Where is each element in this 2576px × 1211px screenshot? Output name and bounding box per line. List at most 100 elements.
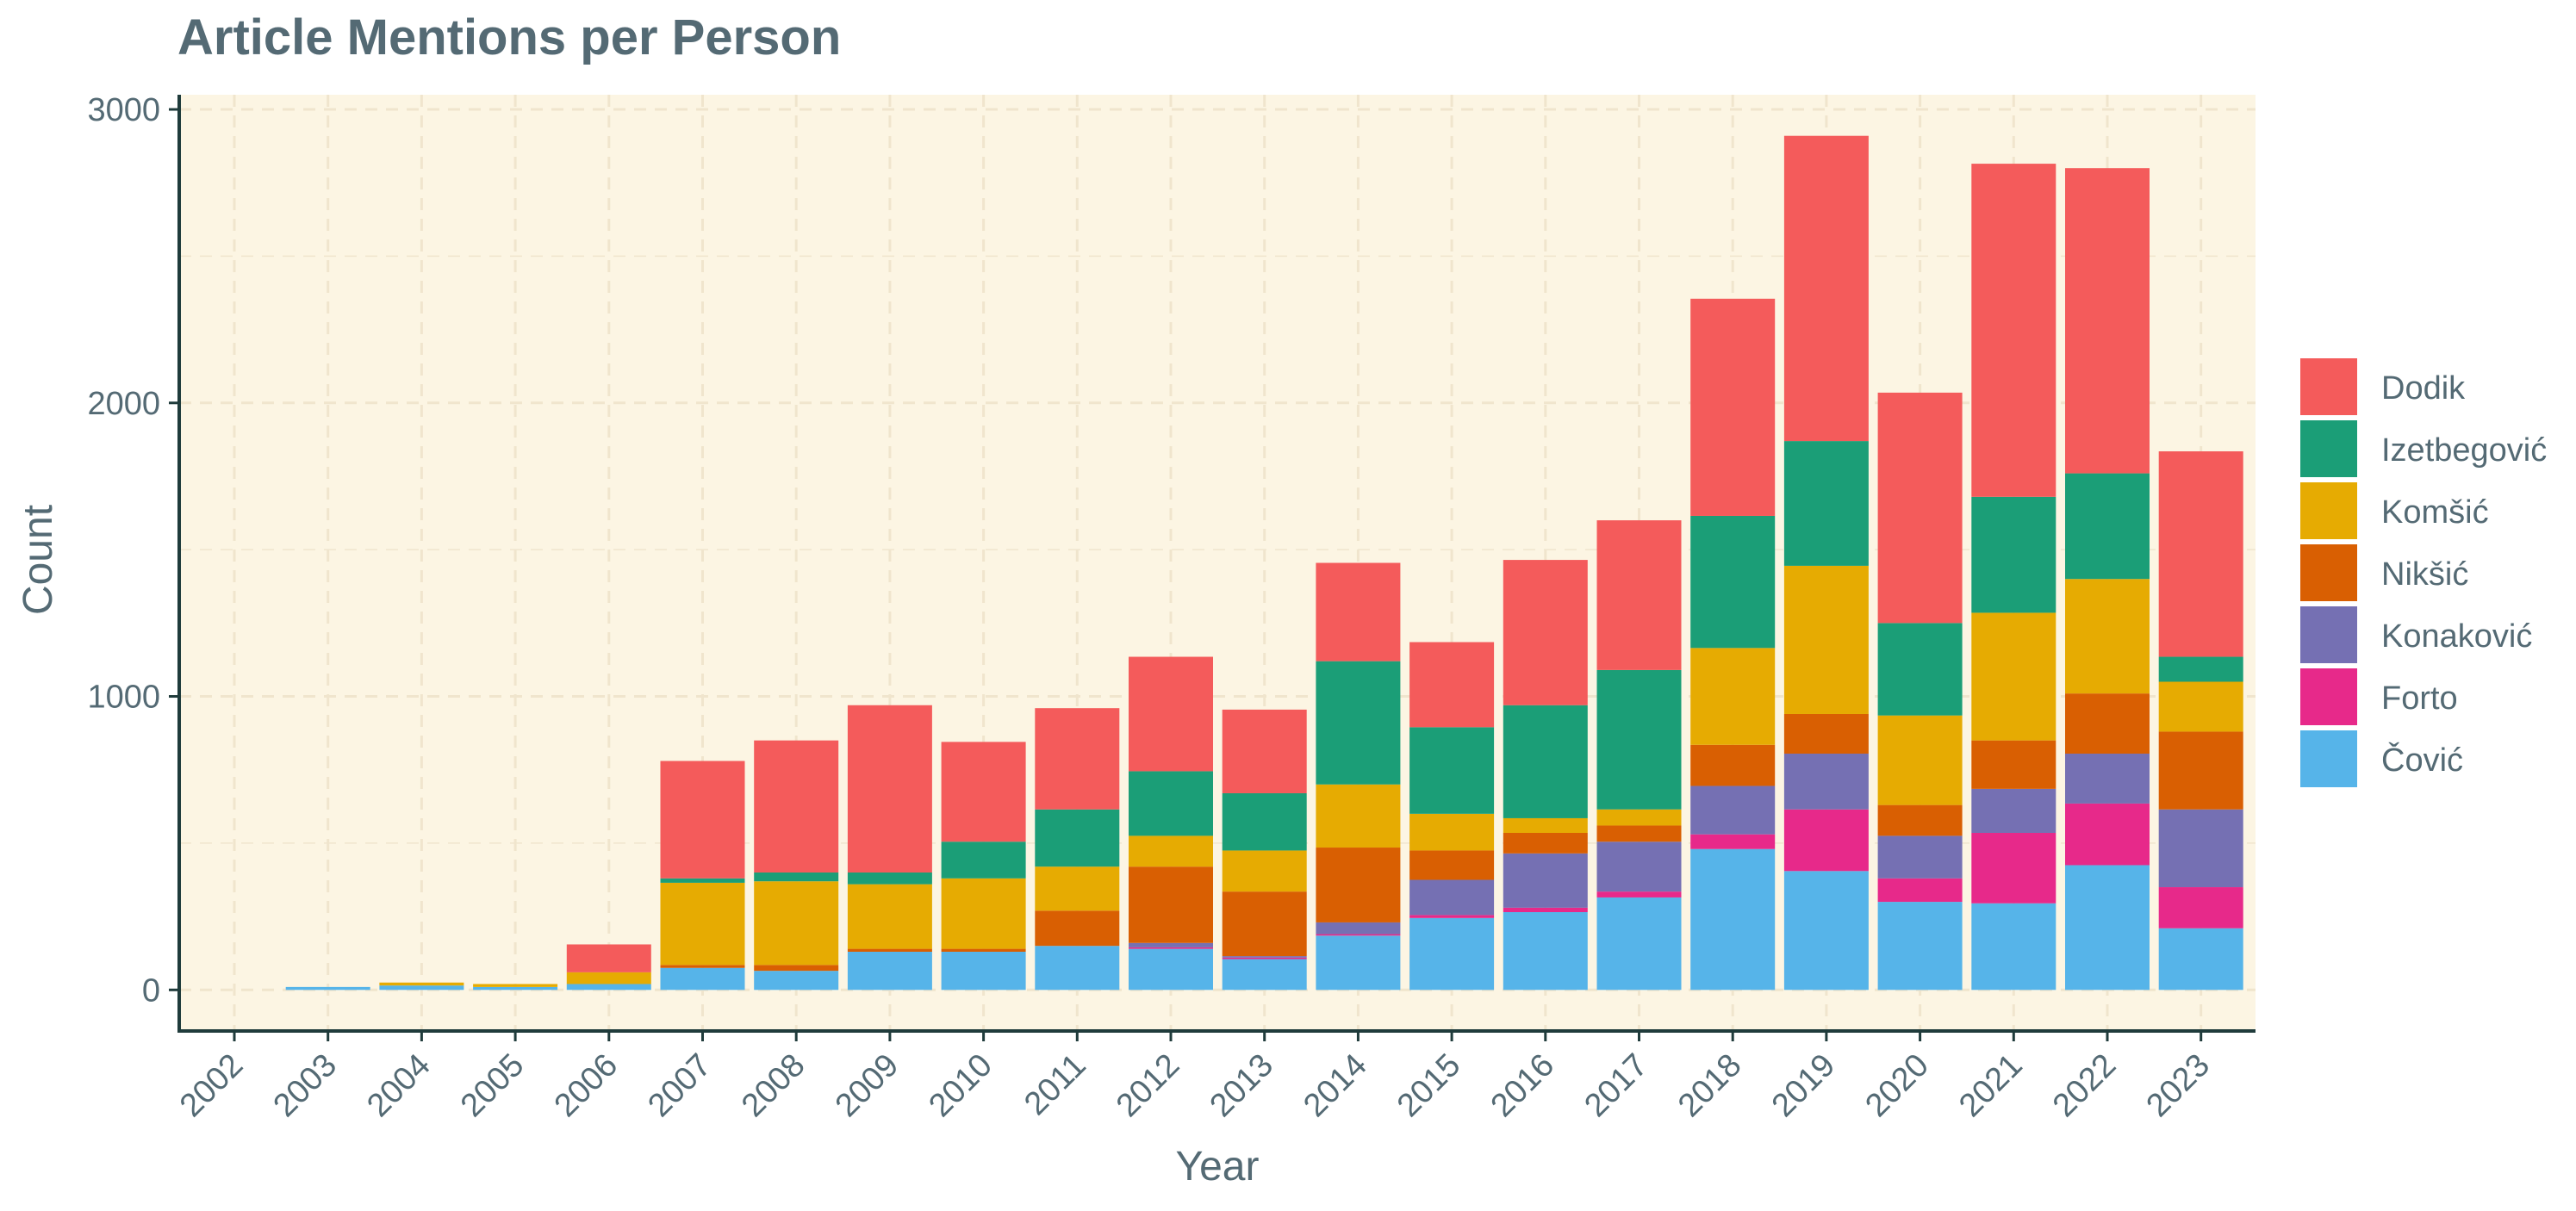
x-tick-label: 2010 (922, 1047, 999, 1124)
bars (285, 135, 2243, 991)
bar-segment-2018-Čović (1690, 848, 1776, 991)
bar-segment-2011-Komšić (1035, 866, 1120, 911)
bar-segment-2020-Konaković (1877, 835, 1963, 879)
chart-title: Article Mentions per Person (177, 9, 842, 65)
bar-segment-2013-Čović (1222, 959, 1307, 991)
x-tick-label: 2003 (267, 1047, 344, 1124)
axes (177, 95, 2256, 1033)
x-tick-label: 2005 (454, 1047, 531, 1124)
bar-segment-2020-Nikšić (1877, 804, 1963, 836)
bar-segment-2023-Dodik (2158, 451, 2243, 657)
bar-segment-2009-Komšić (847, 884, 932, 949)
bar-segment-2014-Nikšić (1316, 848, 1401, 922)
bar-segment-2014-Komšić (1316, 784, 1401, 848)
bar-segment-2023-Komšić (2158, 681, 2243, 732)
bar-segment-2008-Dodik (754, 740, 839, 873)
bar-segment-2013-Konaković (1222, 956, 1307, 958)
bar-segment-2013-Nikšić (1222, 891, 1307, 957)
x-axis-title: Year (1176, 1144, 1260, 1189)
bar-segment-2009-Izetbegović (847, 872, 932, 885)
legend-swatch-Konaković (2300, 606, 2357, 663)
bar-segment-2021-Forto (1971, 832, 2056, 904)
x-tick-label: 2007 (641, 1047, 718, 1124)
x-tick-label: 2020 (1858, 1047, 1935, 1124)
bar-segment-2016-Dodik (1503, 560, 1588, 705)
bar-segment-2015-Nikšić (1409, 850, 1495, 880)
bar-segment-2016-Izetbegović (1503, 705, 1588, 818)
bar-segment-2019-Dodik (1783, 135, 1869, 442)
x-tick-label: 2017 (1577, 1047, 1654, 1124)
bar-segment-2023-Nikšić (2158, 731, 2243, 810)
bar-segment-2003-Čović (285, 986, 370, 991)
bar-segment-2011-Nikšić (1035, 910, 1120, 947)
bar-segment-2021-Čović (1971, 903, 2056, 991)
bar-segment-2015-Komšić (1409, 813, 1495, 851)
bar-segment-2019-Konaković (1783, 753, 1869, 810)
bar-segment-2012-Izetbegović (1129, 771, 1213, 836)
bar-segment-2008-Izetbegović (754, 872, 839, 882)
x-tick-label: 2018 (1671, 1047, 1748, 1124)
x-tick-label: 2021 (1952, 1047, 2029, 1124)
bar-segment-2010-Dodik (941, 742, 1026, 842)
bar-segment-2019-Čović (1783, 871, 1869, 991)
bar-segment-2015-Čović (1409, 917, 1495, 991)
bar-segment-2021-Nikšić (1971, 740, 2056, 789)
bar-segment-2022-Forto (2065, 803, 2150, 866)
x-tick-label: 2022 (2046, 1047, 2123, 1124)
bar-segment-2011-Dodik (1035, 708, 1120, 810)
bar-segment-2021-Dodik (1971, 164, 2056, 497)
legend-label-Komšić: Komšić (2381, 494, 2489, 531)
x-tick-label: 2012 (1110, 1047, 1186, 1124)
y-axis-title: Count (16, 505, 61, 615)
bar-segment-2012-Dodik (1129, 656, 1213, 772)
bar-segment-2018-Forto (1690, 834, 1776, 849)
bar-segment-2021-Komšić (1971, 612, 2056, 741)
bar-segment-2022-Nikšić (2065, 693, 2150, 754)
bar-segment-2011-Izetbegović (1035, 809, 1120, 867)
bar-segment-2014-Dodik (1316, 562, 1401, 661)
legend-label-Čović: Čović (2381, 741, 2463, 779)
bar-segment-2017-Nikšić (1596, 825, 1682, 842)
bar-segment-2016-Konaković (1503, 853, 1588, 908)
legend-label-Forto: Forto (2381, 680, 2458, 717)
bar-segment-2020-Komšić (1877, 715, 1963, 805)
bar-segment-2015-Dodik (1409, 642, 1495, 728)
bar-segment-2009-Dodik (847, 705, 932, 873)
bar-segment-2017-Forto (1596, 891, 1682, 897)
legend: Dodik Izetbegović Komšić Nikšić Konaković For… (2300, 358, 2547, 787)
bar-segment-2022-Konaković (2065, 753, 2150, 804)
bar-segment-2017-Dodik (1596, 520, 1682, 670)
bar-segment-2022-Dodik (2065, 168, 2150, 474)
bar-segment-2005-Čović (473, 986, 558, 991)
bar-segment-2018-Konaković (1690, 786, 1776, 835)
bar-segment-2018-Nikšić (1690, 744, 1776, 786)
bar-segment-2006-Dodik (566, 944, 651, 972)
bar-segment-2021-Izetbegović (1971, 496, 2056, 613)
bar-segment-2020-Izetbegović (1877, 623, 1963, 716)
x-tick-label: 2013 (1204, 1047, 1280, 1124)
bar-segment-2023-Forto (2158, 887, 2243, 928)
bar-segment-2007-Dodik (660, 761, 745, 879)
bar-segment-2010-Komšić (941, 878, 1026, 949)
y-tick-label: 3000 (87, 92, 160, 128)
bar-segment-2021-Konaković (1971, 788, 2056, 833)
x-tick-label: 2016 (1484, 1047, 1561, 1124)
legend-label-Dodik: Dodik (2381, 370, 2466, 407)
x-tick-label: 2019 (1765, 1047, 1842, 1124)
bar-segment-2008-Čović (754, 971, 839, 991)
bar-segment-2010-Čović (941, 951, 1026, 991)
bar-segment-2020-Čović (1877, 902, 1963, 991)
x-tick-label: 2004 (360, 1047, 437, 1124)
bar-segment-2012-Konaković (1129, 942, 1213, 947)
x-tick-label: 2009 (829, 1047, 905, 1124)
bar-segment-2023-Konaković (2158, 809, 2243, 888)
bar-segment-2012-Forto (1129, 947, 1213, 949)
bar-segment-2019-Forto (1783, 809, 1869, 872)
bar-segment-2015-Forto (1409, 915, 1495, 918)
x-tick-label: 2011 (1017, 1047, 1092, 1122)
bar-segment-2013-Forto (1222, 957, 1307, 959)
legend-label-Izetbegović: Izetbegović (2381, 432, 2547, 469)
bar-segment-2013-Dodik (1222, 709, 1307, 793)
bar-segment-2018-Izetbegović (1690, 515, 1776, 649)
